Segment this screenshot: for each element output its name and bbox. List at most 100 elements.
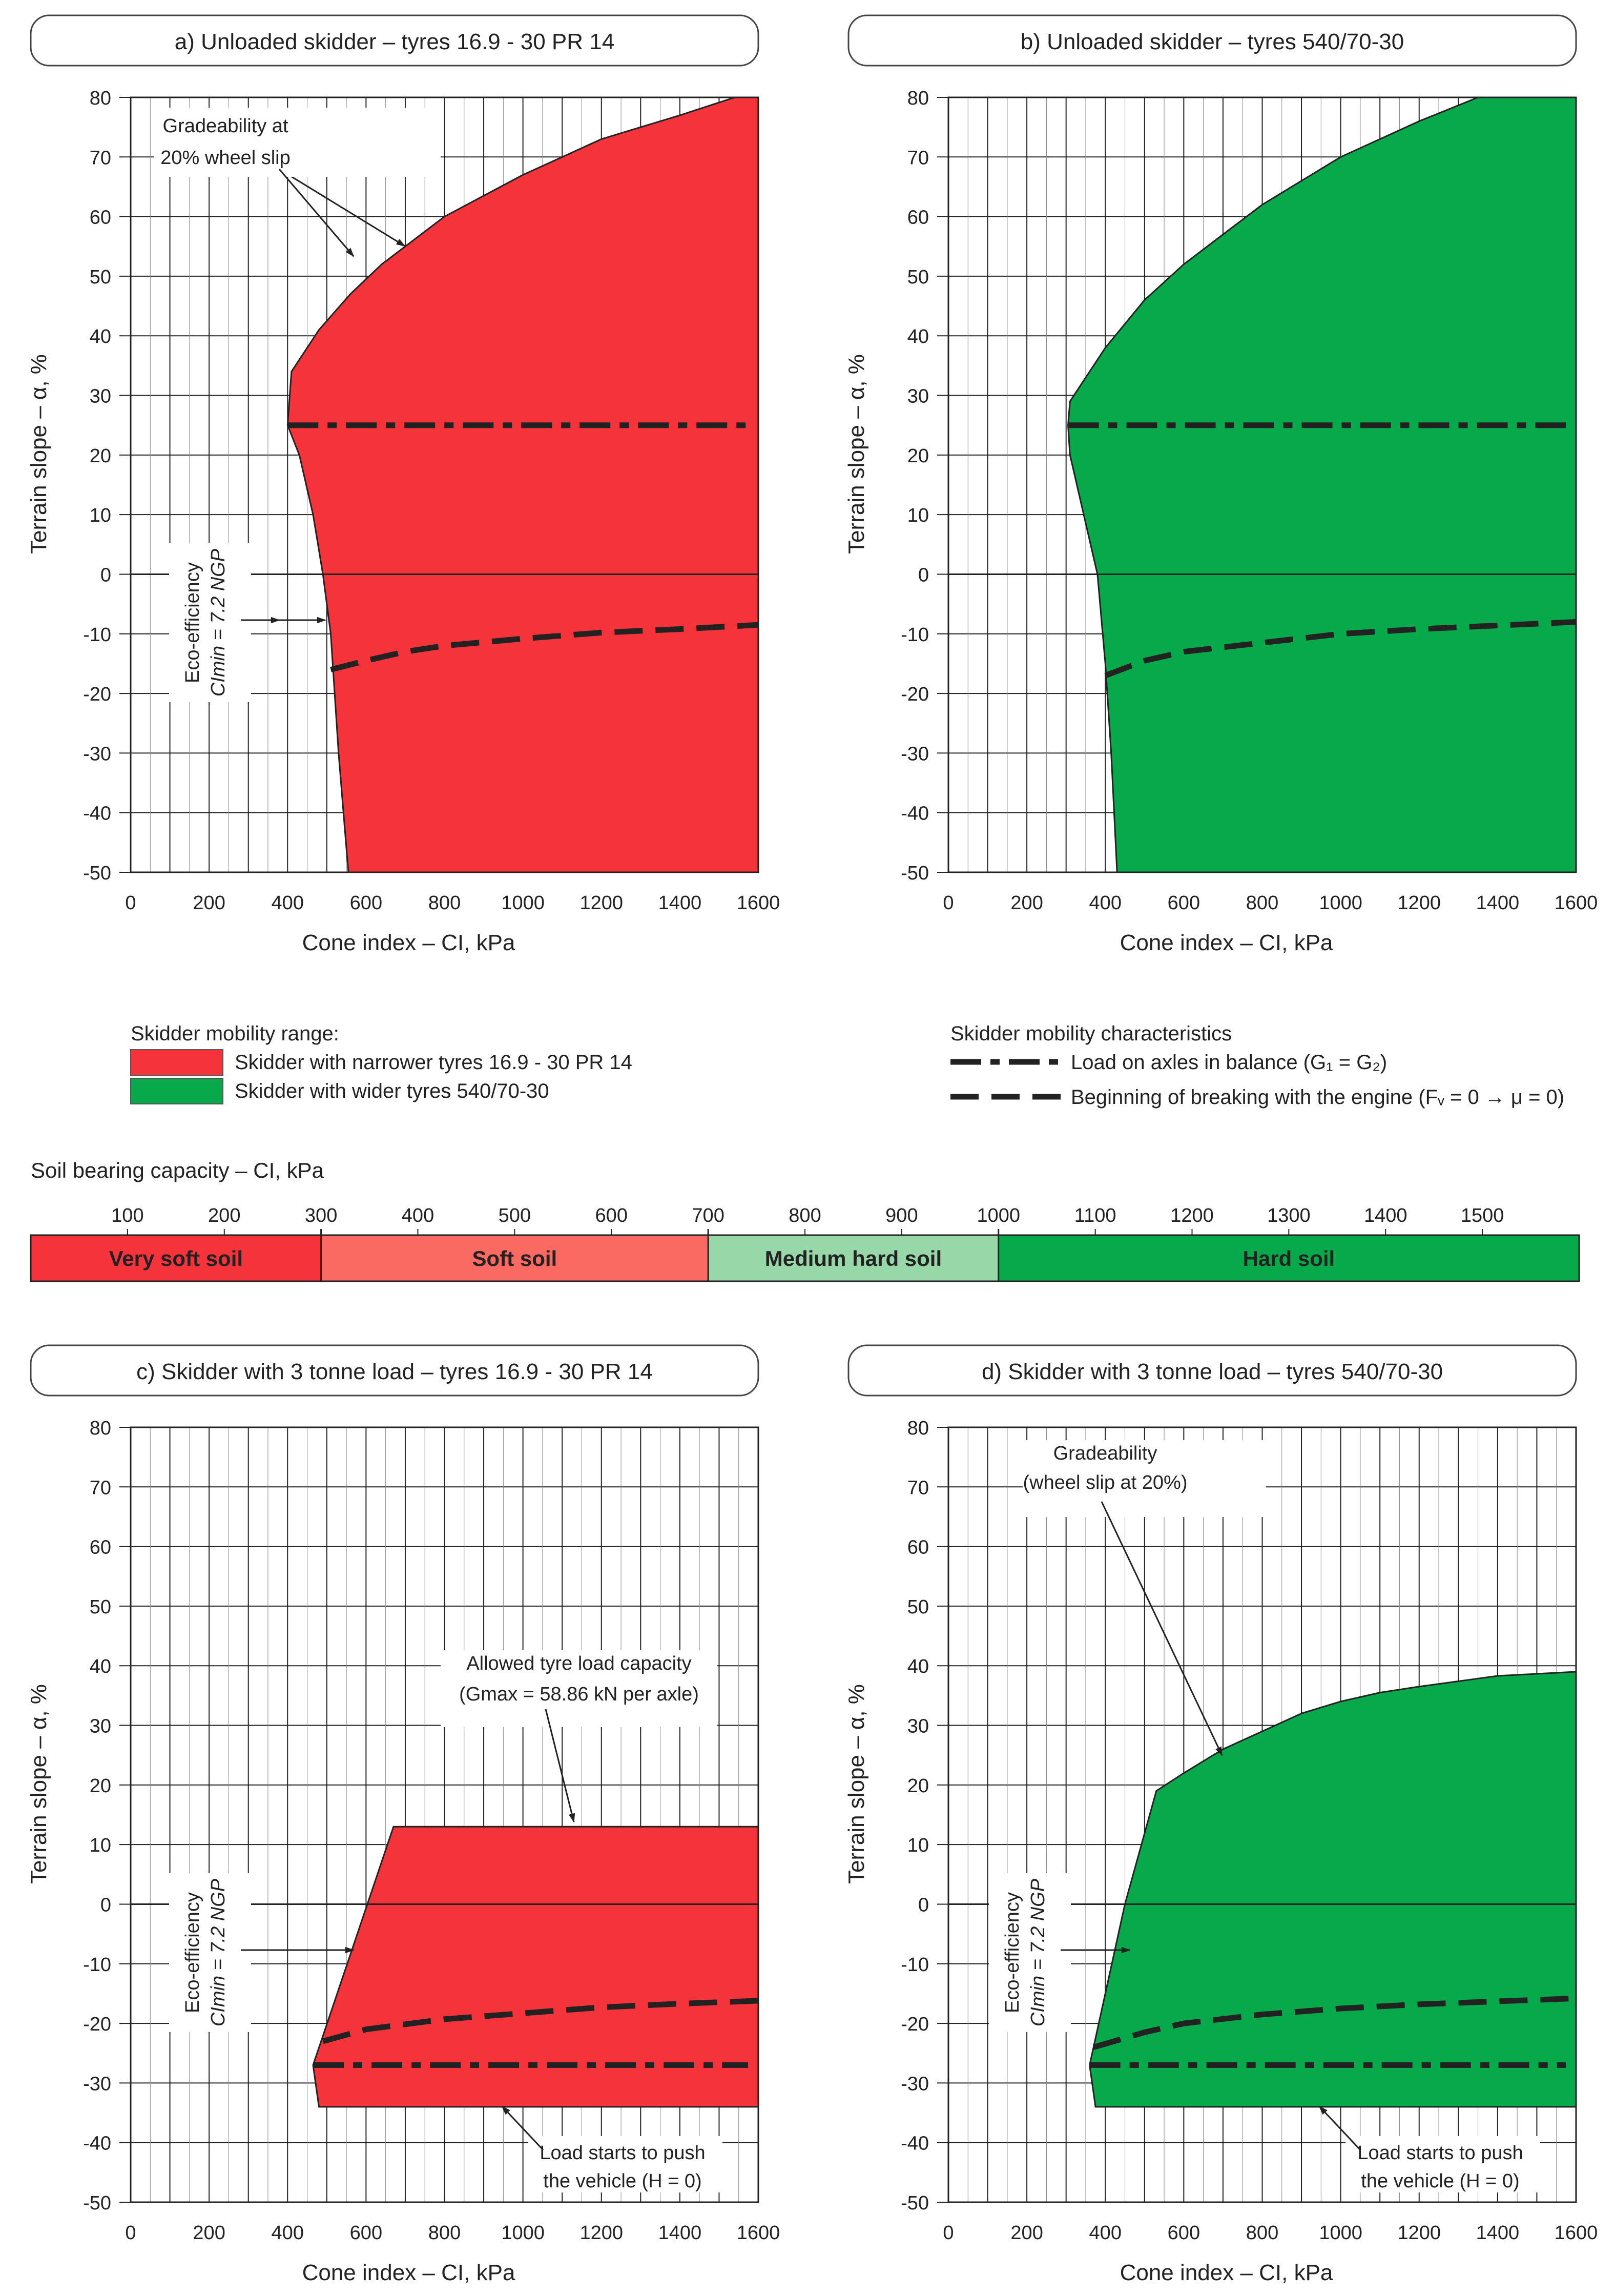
panel-c-title-banner	[30, 1344, 759, 1397]
panel-a-y-tick-label: 30	[90, 386, 111, 407]
panel-c-x-tick-label: 1600	[737, 2222, 780, 2244]
panel-d-x-tick-label: 1200	[1397, 2222, 1441, 2244]
panel-d-mobility-region	[1089, 1671, 1577, 2108]
panel-a-y-tick-label: 20	[90, 445, 111, 467]
chart-panel-c: c) Skidder with 3 tonne load – tyres 16.…	[26, 1344, 780, 2285]
panel-c-annotation-box	[528, 2136, 722, 2192]
panel-b-y-tick-label: 10	[907, 505, 929, 526]
panel-d-y-tick-label: -20	[901, 2014, 929, 2035]
panel-c-x-tick-label: 400	[272, 2222, 304, 2244]
soil-tick-label: 1500	[1461, 1205, 1504, 1226]
panel-a-y-tick-label: 50	[90, 266, 111, 288]
panel-d-annotation-text: (wheel slip at 20%)	[1023, 1472, 1187, 1493]
panel-b-annotation-text: 20% wheel slip	[160, 147, 290, 169]
panel-c-y-tick-label: 50	[90, 1596, 111, 1618]
panel-c-y-tick-label: -30	[83, 2073, 111, 2095]
panel-a-annotation-arrow	[279, 168, 406, 247]
panel-c-y-tick-label: 80	[90, 1418, 111, 1439]
panel-c-y-tick-label: 0	[100, 1894, 111, 1916]
panel-a-y-tick-label: -20	[83, 684, 111, 705]
panel-a-x-tick-label: 1600	[737, 892, 780, 914]
panel-d-annotation-text: Load starts to push	[1357, 2142, 1523, 2164]
panel-d-annotation: Eco-efficiency CImin = 7.2 NGP	[989, 1873, 1131, 2032]
panel-b-y-tick-label: -40	[901, 803, 929, 825]
panel-b-title-banner	[847, 14, 1577, 67]
legend-label-balance: Load on axles in balance (G₁ = G₂)	[1071, 1051, 1387, 1074]
panel-c-x-tick-label: 600	[350, 2222, 382, 2244]
panel-c-x-tick-label: 800	[428, 2222, 461, 2244]
panel-b-x-tick-label: 200	[1010, 892, 1043, 914]
panel-c-annotation: Eco-efficiency CImin = 7.2 NGP	[169, 1873, 355, 2032]
soil-tick-label: 700	[692, 1205, 724, 1226]
panel-d-braking-curve	[1092, 1995, 1577, 2050]
soil-tick-label: 400	[402, 1205, 434, 1226]
panel-b-x-tick-label: 600	[1168, 892, 1200, 914]
panel-c-y-tick-label: -20	[83, 2014, 111, 2035]
panel-d-y-tick-label: 50	[907, 1596, 929, 1618]
soil-tick-label: 1300	[1267, 1205, 1311, 1226]
panel-a-x-tick-label: 0	[125, 892, 136, 914]
soil-tick-label: 1400	[1364, 1205, 1407, 1226]
panel-a-plot-frame	[130, 96, 759, 873]
panel-d-annotation-box	[1345, 2136, 1540, 2192]
soil-tick-label: 200	[208, 1205, 240, 1226]
panel-d-annotation: Gradeability (wheel slip at 20%)	[1023, 1440, 1266, 1756]
panel-d-y-tick-label: -50	[901, 2192, 929, 2214]
panel-d-x-tick-label: 1000	[1319, 2222, 1362, 2244]
panel-b-x-tick-label: 1400	[1476, 892, 1520, 914]
panel-b-plot-frame	[947, 96, 1577, 873]
panel-c-y-tick-label: -50	[83, 2192, 111, 2214]
panel-d-plot-frame	[947, 1426, 1577, 2203]
panel-a-x-tick-label: 200	[193, 892, 225, 914]
panel-a-y-tick-label: -30	[83, 743, 111, 765]
panel-b-y-tick-label: 50	[907, 266, 929, 288]
soil-segment-1	[321, 1235, 709, 1281]
panel-a-mobility-region	[286, 96, 759, 873]
panel-b-annotation: Gradeability at 20% wheel slip	[154, 108, 441, 257]
panel-a-braking-curve	[330, 622, 759, 672]
panel-b-y-tick-label: 40	[907, 326, 929, 347]
soil-tick-label: 100	[111, 1205, 143, 1226]
panel-b-x-tick-label: 1600	[1555, 892, 1598, 914]
panel-a-title: a) Unloaded skidder – tyres 16.9 - 30 PR…	[175, 29, 614, 54]
panel-c-y-tick-label: 60	[90, 1537, 111, 1559]
panel-b-y-tick-label: -10	[901, 624, 929, 646]
panel-d-annotation-text: Eco-efficiency	[1002, 1892, 1023, 2013]
panel-d-annotation-text: Gradeability	[1053, 1443, 1157, 1464]
panel-b-y-tick-label: -20	[901, 684, 929, 705]
panel-b-x-tick-label: 800	[1246, 892, 1278, 914]
panel-d-annotation-arrow	[1318, 2105, 1361, 2151]
panel-c-y-axis-label: Terrain slope – α, %	[26, 1684, 51, 1884]
panel-a-y-tick-label: 0	[100, 564, 111, 586]
chart-panel-d: d) Skidder with 3 tonne load – tyres 540…	[844, 1344, 1598, 2285]
chart-panel-b: b) Unloaded skidder – tyres 540/70-30 80 7…	[154, 14, 1598, 955]
panel-b-x-axis-label: Cone index – CI, kPa	[1120, 930, 1333, 955]
panel-d-y-tick-label: 20	[907, 1775, 929, 1797]
panel-a-x-tick-label: 400	[272, 892, 304, 914]
panel-c-plot-frame	[130, 1426, 759, 2203]
panel-c-x-axis-label: Cone index – CI, kPa	[302, 2260, 515, 2285]
panel-d-title-banner	[847, 1344, 1577, 1397]
panel-a-x-tick-label: 1200	[579, 892, 623, 914]
legend-label-narrow: Skidder with narrower tyres 16.9 - 30 PR…	[235, 1051, 632, 1074]
legend: Skidder mobility range: Skidder with nar…	[130, 1022, 1564, 1109]
legend-swatch-wide	[130, 1078, 223, 1104]
panel-d-y-tick-label: -40	[901, 2133, 929, 2155]
panel-b-annotation-text: Eco-efficiency	[182, 562, 203, 683]
panel-a-y-tick-label: 40	[90, 326, 111, 347]
panel-b-x-tick-label: 1200	[1397, 892, 1441, 914]
panel-a-title-banner	[30, 14, 759, 67]
soil-segment-2	[708, 1235, 999, 1281]
panel-c-annotation-text: Load starts to push	[540, 2142, 705, 2164]
panel-d-y-tick-label: 10	[907, 1835, 929, 1856]
soil-tick-label: 600	[595, 1205, 628, 1226]
panel-b-annotation-text: Gradeability at	[162, 115, 288, 137]
panel-d-y-tick-label: 80	[907, 1418, 929, 1439]
panel-d-annotation-text: the vehicle (H = 0)	[1361, 2170, 1519, 2192]
panel-d-y-tick-label: -30	[901, 2073, 929, 2095]
panel-d-annotation-text: CImin = 7.2 NGP	[1027, 1878, 1049, 2026]
soil-tick-label: 1100	[1074, 1205, 1116, 1226]
panel-a-y-tick-label: 10	[90, 505, 111, 526]
panel-b-y-tick-label: 60	[907, 207, 929, 229]
